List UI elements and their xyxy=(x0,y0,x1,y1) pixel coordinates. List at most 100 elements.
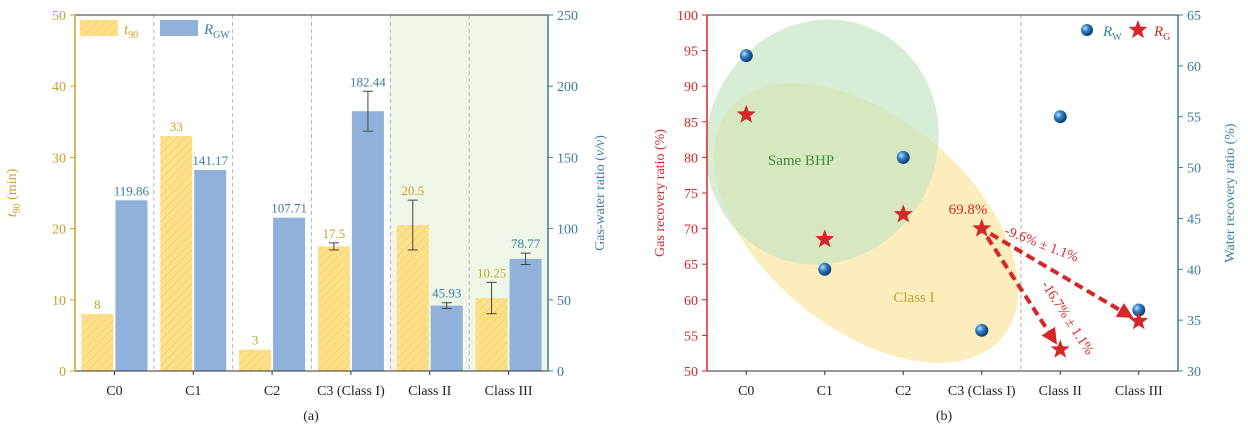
x-tick-label: C2 xyxy=(264,384,280,399)
arrow-to-class-iii xyxy=(989,231,1128,316)
c3-value-label: 69.8% xyxy=(949,202,988,218)
x-tick-label: Class III xyxy=(1115,384,1163,399)
right-tick-label: 45 xyxy=(1187,212,1201,227)
right-tick-label: 30 xyxy=(1187,365,1201,380)
right-tick-label: 65 xyxy=(1187,9,1201,24)
left-axis-title: t90 (min) xyxy=(5,168,23,217)
arrow-to-class-ii-head xyxy=(1041,326,1057,345)
rw-point xyxy=(818,262,832,276)
data-label-t90: 10.25 xyxy=(477,265,506,280)
rg-point xyxy=(1129,311,1149,330)
left-ticks: 0 10 20 30 40 50 xyxy=(52,9,75,380)
left-tick-label: 0 xyxy=(59,365,66,380)
rg-point xyxy=(1050,339,1070,358)
right-ticks: 0 50 100 150 200 250 xyxy=(548,9,578,380)
rw-point xyxy=(739,49,753,63)
right-tick-label: 60 xyxy=(1187,60,1201,75)
rg-point xyxy=(893,204,913,223)
right-tick-label: 35 xyxy=(1187,314,1201,329)
x-tick-label: C2 xyxy=(895,384,911,399)
left-tick-label: 80 xyxy=(684,151,698,166)
x-ticks: C0 C1 C2 C3 (Class I) Class II Class III xyxy=(106,371,533,399)
left-ticks: 50 55 60 65 70 75 80 85 90 95 100 xyxy=(677,9,707,380)
rg-point xyxy=(815,229,835,248)
left-tick-label: 65 xyxy=(684,258,698,273)
legend-swatch-rgw xyxy=(160,20,198,36)
data-label-rgw: 119.86 xyxy=(114,183,150,198)
rg-points xyxy=(736,104,1149,358)
left-tick-label: 40 xyxy=(52,80,66,95)
ellipse-label-same-bhp: Same BHP xyxy=(768,153,834,169)
panel-b: Same BHP Class I 69.8% -9.6% ± 1.1% -16.… xyxy=(653,9,1238,424)
x-tick-label: C3 (Class I) xyxy=(948,384,1016,399)
rw-point xyxy=(1053,110,1067,124)
right-tick-label: 0 xyxy=(557,365,564,380)
left-tick-label: 100 xyxy=(677,9,698,24)
bar-t90 xyxy=(160,136,193,371)
left-axis-title: Gas recovery ratio (%) xyxy=(653,129,668,257)
rw-point xyxy=(1132,303,1146,317)
bar-rgw xyxy=(430,305,463,371)
left-tick-label: 75 xyxy=(684,187,698,202)
left-tick-label: 70 xyxy=(684,223,698,238)
right-tick-label: 50 xyxy=(1187,162,1201,177)
data-label-rgw: 141.17 xyxy=(192,153,228,168)
arrow-upper-label: -9.6% ± 1.1% xyxy=(1002,224,1080,266)
left-tick-label: 20 xyxy=(52,223,66,238)
rg-point xyxy=(972,218,992,237)
data-label-t90: 8 xyxy=(94,297,101,312)
x-tick-label: Class II xyxy=(1039,384,1083,399)
data-label-rgw: 78.77 xyxy=(511,236,541,251)
right-tick-label: 50 xyxy=(557,294,571,309)
trend-arrows xyxy=(985,231,1134,345)
rg-point xyxy=(736,104,756,123)
bar-t90 xyxy=(81,314,114,371)
bar-rgw xyxy=(351,111,384,371)
left-tick-label: 60 xyxy=(684,294,698,309)
error-bars xyxy=(328,90,531,315)
legend-label-rw: RW xyxy=(1102,24,1122,43)
panel-a: 8 119.86 33 141.17 3 107.71 17.5 182.44 20.5 45.9… xyxy=(5,9,608,424)
left-tick-label: 55 xyxy=(684,329,698,344)
x-tick-label: C3 (Class I) xyxy=(317,384,385,399)
legend-label-t90: t90 xyxy=(124,22,138,41)
right-ticks: 30 35 40 45 50 55 60 65 xyxy=(1178,9,1201,380)
left-tick-label: 30 xyxy=(52,151,66,166)
right-tick-label: 40 xyxy=(1187,263,1201,278)
data-labels: 8 119.86 33 141.17 3 107.71 17.5 182.44 20.5 45.9… xyxy=(94,74,541,347)
bar-rgw xyxy=(115,200,148,371)
bar-rgw xyxy=(273,217,306,371)
left-tick-label: 10 xyxy=(52,294,66,309)
right-axis-title: Water recovery ratio (%) xyxy=(1223,123,1238,263)
bar-rgw xyxy=(194,169,227,371)
data-label-t90: 20.5 xyxy=(401,183,424,198)
x-tick-label: C1 xyxy=(817,384,833,399)
x-tick-label: C1 xyxy=(185,384,201,399)
x-tick-label: C0 xyxy=(106,384,122,399)
legend-swatch-rg xyxy=(1128,20,1148,39)
legend-swatch-t90 xyxy=(80,20,118,36)
x-tick-label: C0 xyxy=(738,384,754,399)
data-label-t90: 3 xyxy=(252,333,259,348)
x-tick-label: Class II xyxy=(408,384,452,399)
bar-rgw xyxy=(509,258,542,371)
left-tick-label: 85 xyxy=(684,116,698,131)
x-tick-label: Class III xyxy=(485,384,533,399)
right-tick-label: 200 xyxy=(557,80,578,95)
right-tick-label: 100 xyxy=(557,223,578,238)
left-tick-label: 95 xyxy=(684,45,698,60)
data-label-t90: 17.5 xyxy=(323,226,346,241)
legend-swatch-rw xyxy=(1081,24,1093,36)
data-label-rgw: 45.93 xyxy=(432,286,461,301)
rw-point xyxy=(896,150,910,164)
category-separators xyxy=(153,15,470,371)
rw-point xyxy=(975,323,989,337)
data-label-rgw: 182.44 xyxy=(350,74,386,89)
panel-a-caption: (a) xyxy=(303,409,319,424)
arrow-to-class-ii xyxy=(985,235,1055,339)
ellipse-same-bhp xyxy=(705,19,939,265)
x-ticks: C0 C1 C2 C3 (Class I) Class II Class III xyxy=(738,371,1163,399)
right-tick-label: 55 xyxy=(1187,111,1201,126)
